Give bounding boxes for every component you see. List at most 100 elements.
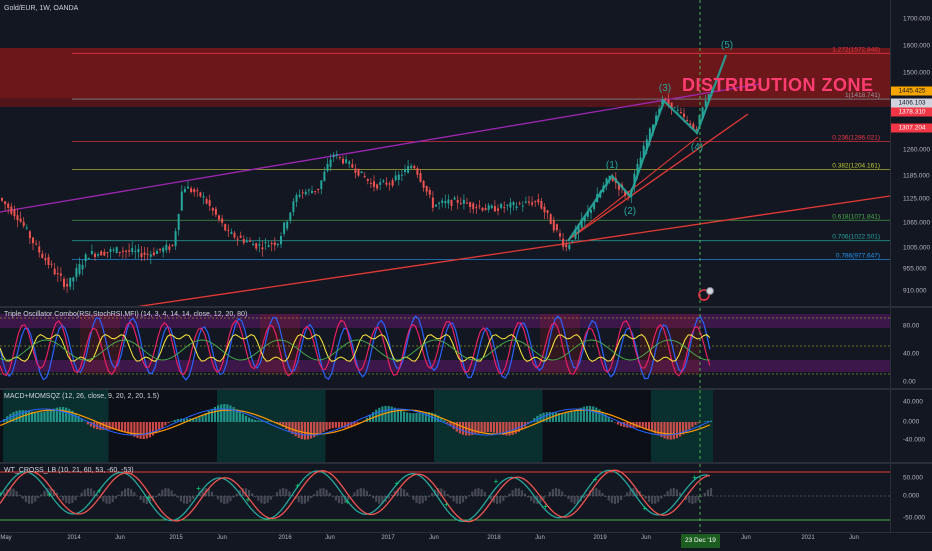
wt-histogram-bar: [357, 489, 359, 496]
wt-histogram-bar: [660, 496, 662, 498]
wt-histogram-bar: [667, 491, 669, 496]
macd-histogram-bar: [298, 422, 300, 438]
macd-histogram-bar: [667, 422, 669, 439]
squeeze-bg: [586, 390, 589, 462]
squeeze-bg: [205, 390, 208, 462]
candle-body: [131, 248, 133, 252]
squeeze-bg: [34, 390, 37, 462]
oscillator-title[interactable]: Triple Oscillator Combo(RSI,StochRSI,MFI…: [4, 311, 247, 318]
time-axis-label: 2019: [593, 535, 606, 541]
squeeze-bg: [37, 390, 40, 462]
macd-histogram-bar: [676, 422, 678, 438]
wt-histogram-bar: [257, 496, 259, 501]
wt-histogram-bar: [307, 496, 309, 502]
wave-label: (1): [606, 160, 618, 171]
wt-histogram-bar: [391, 495, 393, 496]
oscillator-canvas[interactable]: [0, 308, 890, 388]
macd-histogram-bar: [121, 422, 123, 431]
macd-histogram-bar: [319, 422, 321, 434]
wt-histogram-bar: [688, 496, 690, 503]
wt-histogram-bar: [524, 493, 526, 496]
candle-body: [193, 189, 195, 192]
squeeze-bg: [360, 390, 363, 462]
main-chart-canvas[interactable]: 1.272(1572.848)1(1418.741)0.236(1286.021…: [0, 0, 890, 306]
cross-marker: +: [97, 486, 102, 495]
macd-histogram-bar: [570, 412, 572, 422]
oscillator-pane[interactable]: Triple Oscillator Combo(RSI,StochRSI,MFI…: [0, 308, 890, 388]
wt-histogram-bar: [701, 496, 703, 497]
candle-body: [100, 251, 102, 255]
candle-body: [500, 204, 502, 208]
wt-histogram-bar: [601, 493, 603, 496]
squeeze-bg: [81, 390, 84, 462]
macd-histogram-bar: [617, 422, 619, 425]
main-chart-pane[interactable]: 1.272(1572.848)1(1418.741)0.236(1286.021…: [0, 0, 890, 306]
candle-body: [460, 203, 462, 204]
wt-histogram-bar: [304, 496, 306, 504]
wt-histogram-bar: [74, 496, 76, 500]
candle-body: [485, 208, 487, 210]
wave-label: (5): [721, 40, 733, 51]
macd-histogram-bar: [233, 407, 235, 422]
macd-histogram-bar: [118, 422, 120, 430]
wt-histogram-bar: [22, 496, 24, 499]
squeeze-bg: [198, 390, 201, 462]
squeeze-bg: [68, 390, 71, 462]
macd-canvas[interactable]: [0, 390, 890, 462]
wt-histogram-bar: [505, 496, 507, 497]
candle-body: [48, 257, 50, 265]
candle-body: [184, 189, 186, 193]
macd-histogram-bar: [322, 422, 324, 432]
wt-histogram-bar: [608, 496, 610, 501]
squeeze-bg: [388, 390, 391, 462]
candle-body: [1, 198, 3, 201]
candle-body: [4, 201, 6, 204]
squeeze-bg: [59, 390, 62, 462]
candle-body: [516, 206, 518, 208]
wt-histogram-bar: [549, 492, 551, 496]
candle-body: [392, 180, 394, 185]
wt-cross-pane[interactable]: +++++++++++++++ WT_CROSS_LB (10, 21, 60,…: [0, 464, 890, 532]
wt-cross-title[interactable]: WT_CROSS_LB (10, 21, 60, 53, -60, -53): [4, 467, 134, 474]
long-trendline[interactable]: [60, 196, 890, 306]
macd-histogram-bar: [691, 422, 693, 427]
candle-body: [212, 208, 214, 211]
cross-marker: +: [394, 479, 399, 488]
wt-histogram-bar: [468, 495, 470, 496]
candle-body: [255, 243, 257, 248]
wt-histogram-bar: [527, 496, 529, 497]
wt-histogram-bar: [28, 496, 30, 504]
squeeze-bg: [189, 390, 192, 462]
wt-histogram-bar: [499, 496, 501, 503]
candle-body: [221, 218, 223, 222]
wt-histogram-bar: [59, 496, 61, 497]
macd-histogram-bar: [254, 420, 256, 422]
candle-body: [327, 164, 329, 171]
wt-cross-canvas[interactable]: +++++++++++++++: [0, 464, 890, 532]
wt-histogram-bar: [298, 496, 300, 502]
macd-title[interactable]: MACD+MOMSQZ (12, 26, close, 9, 20, 2, 20…: [4, 393, 159, 400]
candle-body: [509, 203, 511, 208]
squeeze-bg: [78, 390, 81, 462]
candle-body: [72, 277, 74, 281]
event-marker[interactable]: [707, 288, 714, 295]
candle-body: [438, 203, 440, 204]
macd-pane[interactable]: MACD+MOMSQZ (12, 26, close, 9, 20, 2, 20…: [0, 390, 890, 462]
candle-body: [423, 181, 425, 188]
squeeze-bg: [574, 390, 577, 462]
macd-histogram-bar: [310, 422, 312, 439]
wt-histogram-bar: [465, 496, 467, 499]
squeeze-bg: [56, 390, 59, 462]
macd-histogram-bar: [248, 418, 250, 422]
squeeze-bg: [605, 390, 608, 462]
candle-body: [503, 207, 505, 208]
squeeze-bg: [254, 390, 257, 462]
wt-histogram-bar: [477, 488, 479, 496]
candle-body: [240, 236, 242, 238]
chart-symbol-title[interactable]: Gold/EUR, 1W, OANDA: [4, 5, 78, 12]
